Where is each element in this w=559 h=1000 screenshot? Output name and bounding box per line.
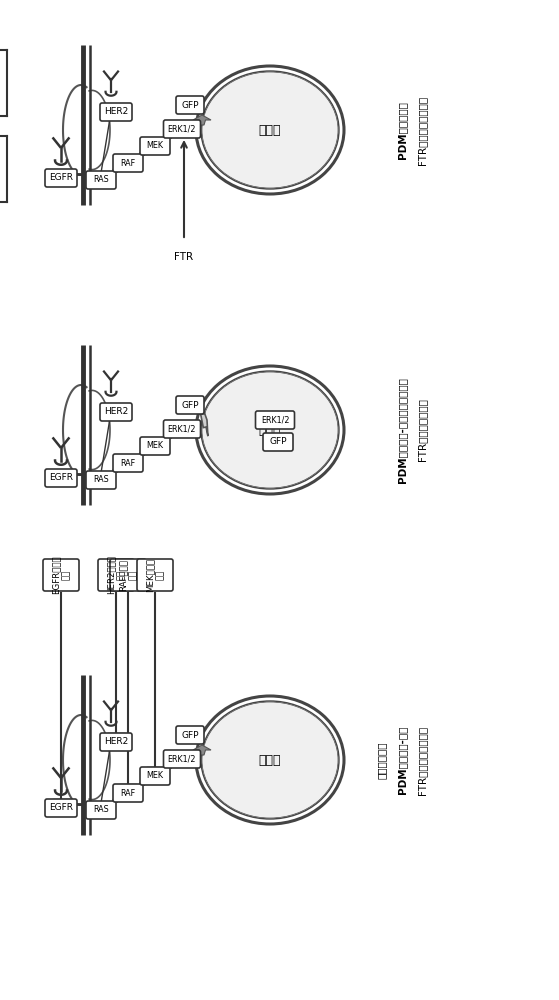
Text: PDM发生变变-致癌突变物被鉴定: PDM发生变变-致癌突变物被鉴定 xyxy=(397,377,407,483)
Text: 敏感性被鉴定: 敏感性被鉴定 xyxy=(377,741,387,779)
Text: ERK1/2: ERK1/2 xyxy=(168,124,196,133)
Text: RAS: RAS xyxy=(93,806,109,814)
FancyBboxPatch shape xyxy=(113,154,143,172)
Ellipse shape xyxy=(202,372,338,488)
Text: GFP: GFP xyxy=(181,730,199,740)
FancyBboxPatch shape xyxy=(176,726,204,744)
FancyBboxPatch shape xyxy=(163,750,201,768)
FancyBboxPatch shape xyxy=(86,801,116,819)
Text: RAF: RAF xyxy=(120,158,136,167)
FancyBboxPatch shape xyxy=(110,559,146,591)
Text: EGFR: EGFR xyxy=(49,804,73,812)
Text: PDM未发生突变: PDM未发生突变 xyxy=(397,101,407,159)
FancyBboxPatch shape xyxy=(86,471,116,489)
FancyBboxPatch shape xyxy=(163,120,201,138)
FancyBboxPatch shape xyxy=(113,784,143,802)
FancyBboxPatch shape xyxy=(140,137,170,155)
Text: 细胞核: 细胞核 xyxy=(259,424,281,436)
FancyBboxPatch shape xyxy=(45,469,77,487)
Text: RAF特定的
药物: RAF特定的 药物 xyxy=(119,559,138,591)
Text: MEK特定的
药物: MEK特定的 药物 xyxy=(145,558,165,592)
Text: EGFR: EGFR xyxy=(49,174,73,182)
Ellipse shape xyxy=(196,66,344,194)
Ellipse shape xyxy=(202,72,338,188)
Text: ERK1/2: ERK1/2 xyxy=(168,754,196,764)
Text: MEK: MEK xyxy=(146,442,163,450)
Text: 细胞核: 细胞核 xyxy=(259,754,281,766)
Ellipse shape xyxy=(196,366,344,494)
Text: RAS: RAS xyxy=(93,476,109,485)
FancyBboxPatch shape xyxy=(140,767,170,785)
Text: RAF: RAF xyxy=(120,788,136,798)
FancyBboxPatch shape xyxy=(263,433,293,451)
Text: RAS: RAS xyxy=(93,176,109,184)
Polygon shape xyxy=(201,405,208,436)
Text: FTR在原始亚细胞位置: FTR在原始亚细胞位置 xyxy=(417,725,427,795)
FancyBboxPatch shape xyxy=(176,396,204,414)
FancyBboxPatch shape xyxy=(45,799,77,817)
Text: HER2: HER2 xyxy=(104,738,128,746)
FancyBboxPatch shape xyxy=(100,103,132,121)
Text: HER2特定的
药物: HER2特定的 药物 xyxy=(106,556,126,594)
Text: EGFR: EGFR xyxy=(49,474,73,483)
Text: 细胞核: 细胞核 xyxy=(259,123,281,136)
Ellipse shape xyxy=(201,701,339,819)
Text: ERK1/2: ERK1/2 xyxy=(168,424,196,434)
Text: FTR在靶亚细胞位置: FTR在靶亚细胞位置 xyxy=(417,399,427,461)
Text: HER2: HER2 xyxy=(104,107,128,116)
Text: MEK: MEK xyxy=(146,772,163,780)
Ellipse shape xyxy=(201,371,339,489)
Text: ERK1/2: ERK1/2 xyxy=(260,416,289,424)
Text: GFP: GFP xyxy=(181,101,199,109)
Ellipse shape xyxy=(201,71,339,189)
FancyBboxPatch shape xyxy=(140,437,170,455)
Text: MEK: MEK xyxy=(146,141,163,150)
FancyBboxPatch shape xyxy=(176,96,204,114)
Polygon shape xyxy=(193,115,211,125)
Text: FTR: FTR xyxy=(174,252,193,262)
Ellipse shape xyxy=(196,696,344,824)
FancyBboxPatch shape xyxy=(163,420,201,438)
FancyBboxPatch shape xyxy=(100,733,132,751)
FancyBboxPatch shape xyxy=(45,169,77,187)
FancyBboxPatch shape xyxy=(113,454,143,472)
FancyBboxPatch shape xyxy=(98,559,134,591)
FancyBboxPatch shape xyxy=(100,403,132,421)
Text: GFP: GFP xyxy=(181,400,199,410)
Ellipse shape xyxy=(202,702,338,818)
Text: FTR在原始亚细胞位置: FTR在原始亚细胞位置 xyxy=(417,95,427,165)
FancyBboxPatch shape xyxy=(255,411,295,429)
Text: GFP: GFP xyxy=(269,438,287,446)
Text: EGFR特定的
药物: EGFR特定的 药物 xyxy=(51,556,70,594)
Text: RAF: RAF xyxy=(120,458,136,468)
Text: PDM发生变变-药物: PDM发生变变-药物 xyxy=(397,726,407,794)
FancyBboxPatch shape xyxy=(137,559,173,591)
Text: HER2: HER2 xyxy=(104,408,128,416)
FancyBboxPatch shape xyxy=(86,171,116,189)
Polygon shape xyxy=(193,745,211,755)
FancyBboxPatch shape xyxy=(43,559,79,591)
